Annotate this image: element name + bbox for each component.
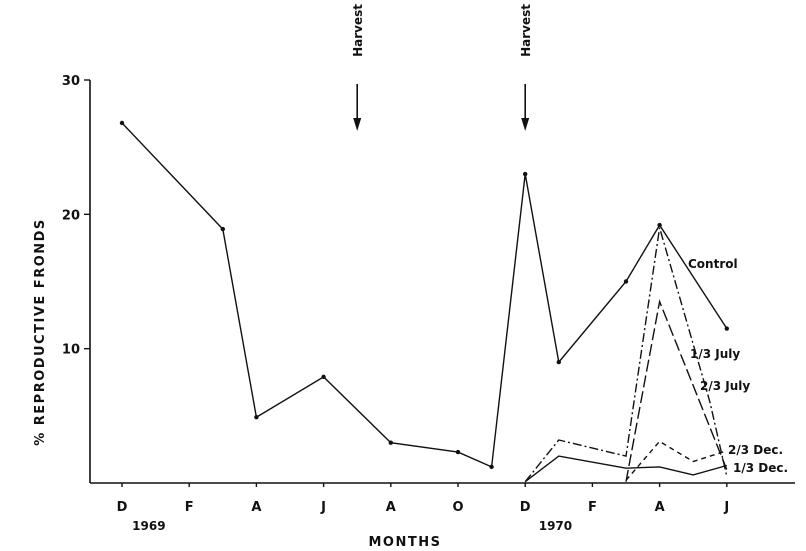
x-tick-label: J bbox=[320, 500, 326, 515]
data-point bbox=[455, 449, 461, 455]
series-label: 2/3 Dec. bbox=[728, 443, 783, 457]
data-point bbox=[623, 279, 629, 284]
y-tick-label: 10 bbox=[62, 343, 80, 358]
harvest-annotation: Harvest bbox=[519, 4, 533, 131]
x-tick-label: A bbox=[386, 500, 396, 515]
series-line bbox=[524, 455, 727, 483]
harvest-arrow-head bbox=[353, 118, 362, 131]
series-control bbox=[119, 120, 729, 470]
series-label: 1/3 July bbox=[690, 347, 740, 361]
x-tick-label: A bbox=[251, 500, 261, 515]
x-tick-label: J bbox=[723, 500, 729, 515]
data-point bbox=[220, 226, 225, 232]
y-axis-label: % REPRODUCTIVE FRONDS bbox=[33, 218, 48, 446]
x-tick-label: A bbox=[655, 500, 665, 515]
data-point bbox=[489, 464, 494, 470]
data-point bbox=[556, 359, 561, 365]
data-point bbox=[523, 171, 528, 177]
x-tick-label: F bbox=[185, 500, 194, 515]
data-point bbox=[724, 326, 729, 331]
series-2-3-july bbox=[625, 299, 728, 482]
series-line bbox=[121, 122, 728, 468]
data-point bbox=[657, 222, 662, 228]
year-label: 1969 bbox=[132, 519, 165, 533]
harvest-label: Harvest bbox=[351, 4, 365, 57]
data-point bbox=[321, 374, 326, 380]
data-point bbox=[119, 120, 125, 126]
x-tick-label: F bbox=[588, 500, 597, 515]
harvest-annotation: Harvest bbox=[351, 4, 365, 131]
harvest-arrow-head bbox=[521, 118, 530, 131]
series-2-3-dec bbox=[625, 440, 728, 481]
chart-marks: Harvest Harvest Control 1/3 July 2/3 July 2/3… bbox=[119, 4, 788, 483]
x-tick-label: D bbox=[520, 500, 531, 515]
axes: 10 20 30 D F A J A O D F A J 1969 1970 bbox=[62, 74, 795, 533]
harvest-label: Harvest bbox=[519, 4, 533, 57]
series-line bbox=[524, 227, 728, 483]
x-tick-label: O bbox=[452, 500, 463, 515]
series-1-3-dec bbox=[524, 455, 727, 483]
series-label: Control bbox=[688, 257, 738, 271]
x-tick-label: D bbox=[117, 500, 128, 515]
y-tick-label: 30 bbox=[62, 74, 80, 89]
series-line bbox=[625, 299, 728, 482]
data-point bbox=[388, 440, 393, 445]
series-line bbox=[625, 440, 728, 481]
data-point bbox=[254, 414, 259, 420]
series-label: 2/3 July bbox=[700, 379, 750, 393]
series-1-3-july bbox=[524, 227, 728, 483]
year-label: 1970 bbox=[539, 519, 572, 533]
x-axis-label: MONTHS bbox=[369, 535, 442, 550]
y-tick-label: 20 bbox=[62, 208, 80, 223]
series-label: 1/3 Dec. bbox=[733, 461, 788, 475]
